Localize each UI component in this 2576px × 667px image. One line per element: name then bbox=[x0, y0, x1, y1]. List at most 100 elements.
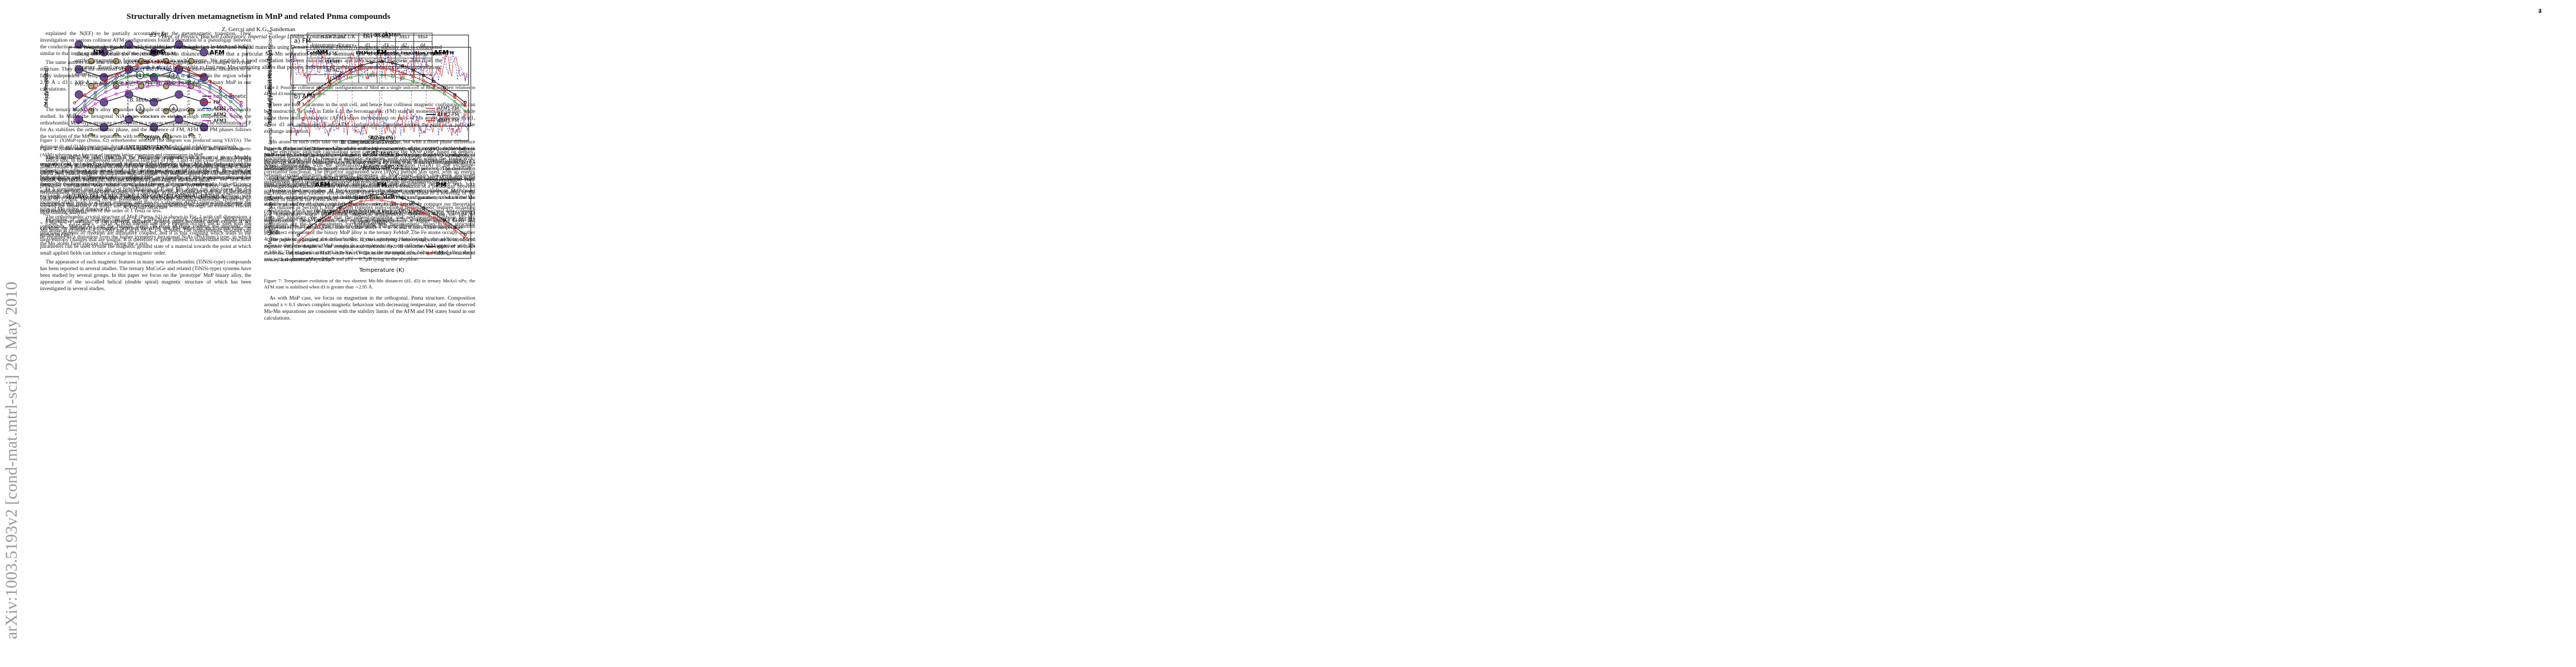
paragraph: The ternary MnAs1-xPx alloy is another e… bbox=[40, 107, 251, 140]
curve-marker bbox=[114, 92, 118, 96]
curve-marker bbox=[442, 86, 446, 89]
atom-label: 2 bbox=[172, 73, 175, 79]
mn-atom bbox=[99, 73, 108, 82]
caption: Figure 3: (Color online) Difference betw… bbox=[264, 146, 475, 169]
section-heading: III. RESULTS: MnP bbox=[345, 195, 394, 201]
section-heading: II. CRYSTAL STRUCTURE AND COMPUTATIONAL … bbox=[67, 193, 225, 200]
pacs: PACS numbers: 75.30.Kz,75.30.Et, 71.20.B… bbox=[75, 81, 198, 87]
curve-marker bbox=[317, 91, 321, 94]
curve-marker bbox=[359, 63, 363, 67]
paragraph: As outlined in Section I, MnP exhibits c… bbox=[264, 205, 475, 231]
curve-marker bbox=[73, 108, 76, 112]
curve-marker bbox=[442, 89, 446, 93]
region-label: FM bbox=[377, 49, 387, 56]
paragraph: lattice size. In the compressed lattice … bbox=[40, 157, 251, 183]
lattice-figure: 1 2 3 4 bbox=[74, 40, 208, 136]
curve-marker bbox=[411, 207, 415, 211]
curve-marker bbox=[422, 79, 425, 83]
curve-marker bbox=[297, 233, 300, 237]
curve-marker bbox=[297, 113, 300, 117]
caption: Table I: Possible collinear magnetic con… bbox=[264, 84, 475, 96]
paragraph: The paper is organised as follows: in Se… bbox=[264, 237, 475, 263]
text-column: Fe1-xCoxMnP CoMnP FM Metamagnetic transitio… bbox=[264, 31, 475, 324]
curve-marker bbox=[114, 76, 118, 80]
curve-marker bbox=[93, 91, 97, 94]
text-column: Mn atoms in such cells take on the same … bbox=[264, 139, 475, 266]
mn-atom bbox=[124, 40, 133, 49]
curve-marker bbox=[307, 103, 311, 107]
curve bbox=[74, 81, 242, 118]
region-label: MnP bbox=[151, 49, 166, 56]
curve-marker bbox=[464, 233, 467, 237]
plot-frame bbox=[292, 179, 471, 259]
curve-marker bbox=[297, 108, 300, 112]
curve-marker bbox=[83, 109, 87, 113]
curve-marker bbox=[93, 102, 97, 106]
curve-marker bbox=[432, 216, 436, 220]
legend-entry: AFM1 bbox=[213, 106, 226, 112]
curve-marker bbox=[218, 92, 222, 96]
arxiv-stamp: arXiv:1003.5193v2 [cond-mat.mtrl-sci] 26… bbox=[2, 281, 21, 639]
dos-curve bbox=[290, 107, 469, 137]
legend-entry: AFM3 bbox=[213, 118, 226, 124]
curve-marker bbox=[328, 83, 332, 87]
curve bbox=[74, 61, 242, 103]
paragraph: The electronic structure calculations we… bbox=[264, 149, 475, 188]
legend-entry: AFM3-FM bbox=[437, 118, 459, 124]
page-number: 5 bbox=[2538, 8, 2542, 14]
curve-marker bbox=[198, 86, 201, 89]
curve-marker bbox=[198, 74, 201, 77]
region-label: NM bbox=[93, 49, 104, 56]
region-label: FM bbox=[377, 181, 387, 188]
curve-marker bbox=[229, 96, 232, 99]
paragraph: Examples of such materials include the L… bbox=[40, 217, 251, 256]
caption: Figure 4: (Color online) Mn magnetic mom… bbox=[40, 146, 244, 151]
curve-marker bbox=[93, 97, 97, 101]
paragraph: of Tc = 290 K. Such peculiar non-colline… bbox=[40, 163, 251, 216]
mn-atom bbox=[175, 90, 183, 99]
mn-atom bbox=[200, 123, 208, 132]
text-column: MnP FM AFM1 AFM2 AFM3 Strain (%) M (μB/Mn atom… bbox=[40, 31, 251, 215]
mn-atom bbox=[74, 40, 83, 49]
curve-marker bbox=[177, 64, 181, 67]
curve-marker bbox=[83, 93, 87, 97]
legend-entry: AFM2 bbox=[213, 112, 226, 118]
bond-chain bbox=[78, 44, 205, 53]
curve-marker bbox=[125, 71, 128, 74]
plot-frame bbox=[68, 47, 247, 127]
curve-marker bbox=[442, 221, 446, 225]
y-axis-label: M (μB/Mn atom) bbox=[44, 68, 49, 106]
x-axis-label: Temperature (K) bbox=[359, 267, 405, 273]
caption: Figure 7: Temperature evolution of the t… bbox=[264, 278, 475, 290]
curve-marker bbox=[73, 101, 76, 104]
curve-marker bbox=[338, 80, 342, 83]
curve-marker bbox=[114, 80, 118, 83]
curve-marker bbox=[198, 89, 201, 93]
curve-marker bbox=[411, 79, 415, 83]
curve-marker bbox=[114, 85, 118, 89]
mn-atom bbox=[150, 123, 158, 132]
curve-marker bbox=[104, 79, 108, 83]
x-axis-label: E-EF (eV) bbox=[367, 151, 392, 157]
paragraph: The magnetocaloric effect (MCE) is the c… bbox=[40, 155, 251, 214]
curve bbox=[298, 193, 466, 236]
subsection-heading: A. (Fe,Co)MnP bbox=[352, 220, 387, 226]
mn-atom bbox=[99, 48, 108, 57]
legend-entry: d1 bbox=[437, 112, 444, 118]
curve-marker bbox=[432, 212, 436, 216]
caption: Figure 2: (Color online) Total energy of… bbox=[40, 146, 251, 157]
curve-marker bbox=[349, 68, 352, 72]
curve-marker bbox=[83, 106, 87, 109]
curve-marker bbox=[349, 200, 352, 204]
curve-marker bbox=[73, 120, 76, 123]
curve-marker bbox=[93, 86, 97, 89]
curve-marker bbox=[114, 73, 118, 77]
text-column: 1 2 3 4 Figure 1: (X)MnP-type (Pnma, 62) ort… bbox=[40, 31, 251, 250]
text-column: I. INTRODUCTION The magnetocaloric effect… bbox=[40, 139, 251, 295]
curve-marker bbox=[229, 113, 232, 117]
curve-marker bbox=[104, 83, 108, 87]
p-atom bbox=[88, 83, 94, 89]
subsection-heading: A. Crystal Structure bbox=[123, 205, 168, 211]
curve-marker bbox=[218, 104, 222, 107]
